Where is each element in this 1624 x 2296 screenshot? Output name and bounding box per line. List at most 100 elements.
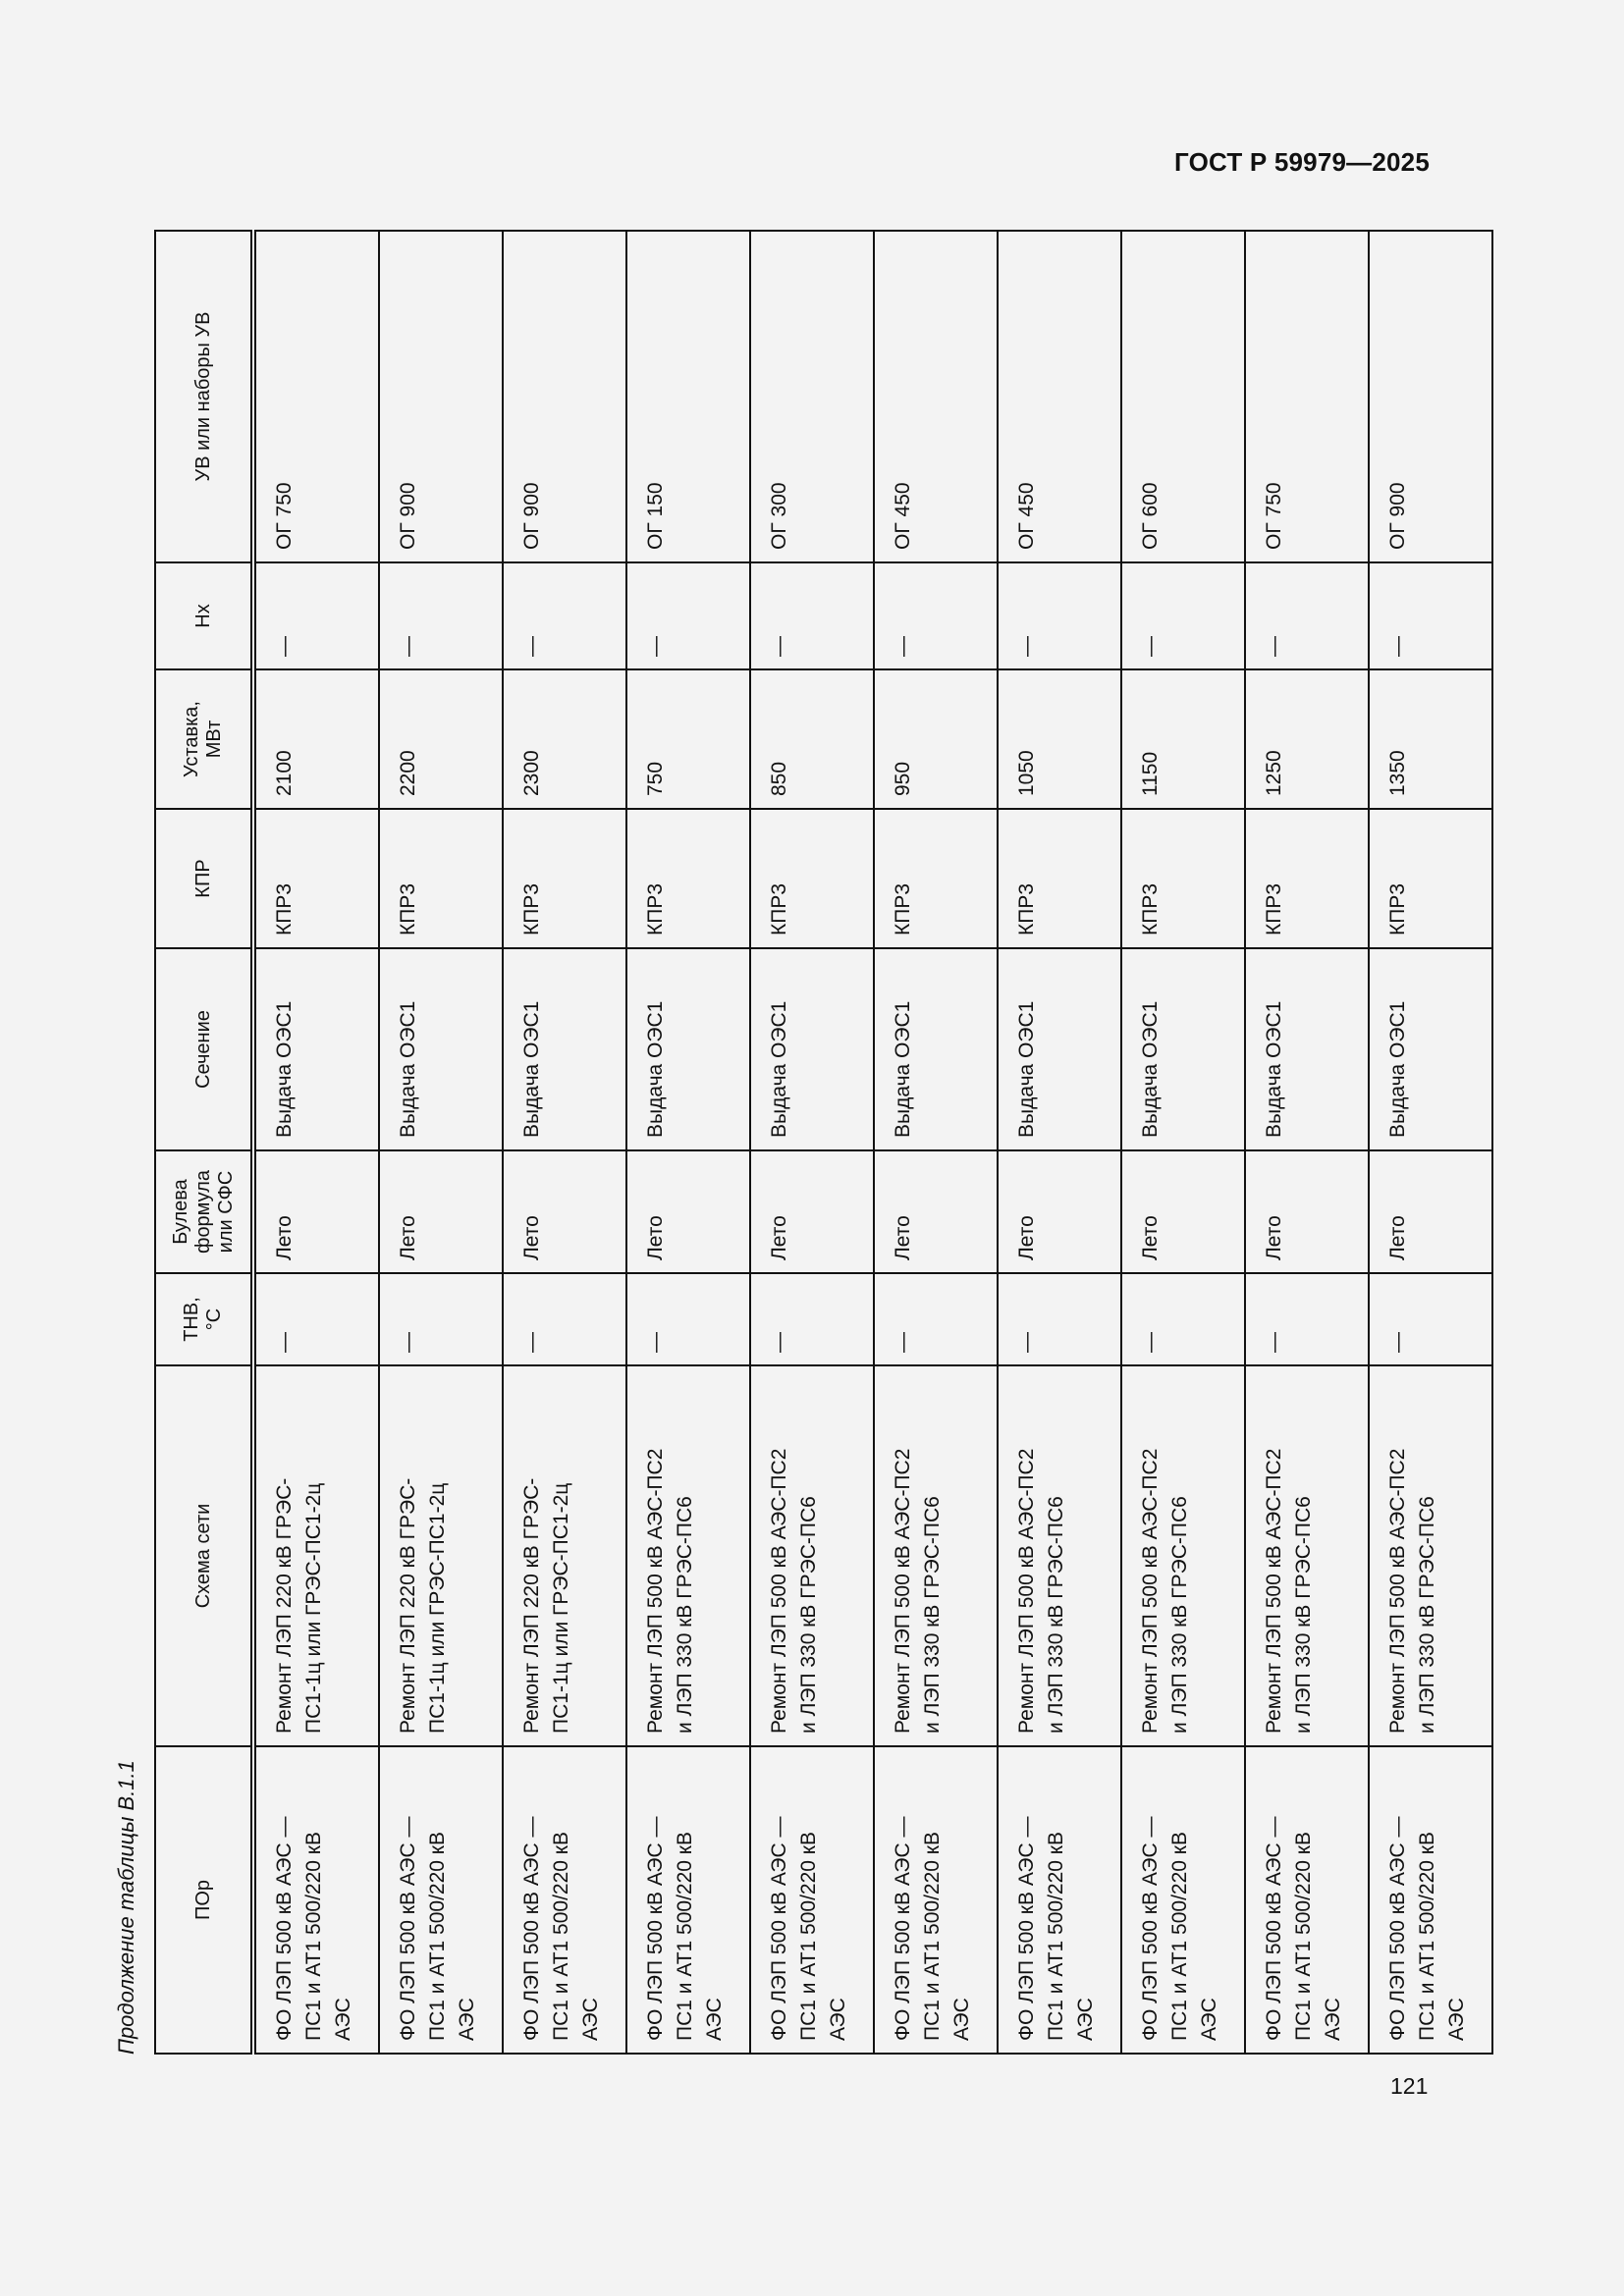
cell-por: ФО ЛЭП 500 кВ АЭС — ПС1 и АТ1 500/220 кВ… (1121, 1746, 1245, 2054)
cell-section: Выдача ОЭС1 (379, 948, 503, 1150)
cell-section: Выдача ОЭС1 (626, 948, 750, 1150)
table-row: ФО ЛЭП 500 кВ АЭС — ПС1 и АТ1 500/220 кВ… (253, 231, 379, 2054)
table-row: ФО ЛЭП 500 кВ АЭС — ПС1 и АТ1 500/220 кВ… (998, 231, 1121, 2054)
table-row: ФО ЛЭП 500 кВ АЭС — ПС1 и АТ1 500/220 кВ… (626, 231, 750, 2054)
cell-kpr: КПР3 (998, 809, 1121, 948)
cell-tnv: — (503, 1273, 626, 1365)
table-container: ПОр Схема сети ТНВ, °С Булева формула или С… (154, 231, 1492, 2055)
cell-tnv: — (1245, 1273, 1369, 1365)
cell-nx: — (998, 562, 1121, 669)
cell-section: Выдача ОЭС1 (750, 948, 874, 1150)
column-header-nx: Нх (155, 562, 253, 669)
cell-boolean-formula: Лето (626, 1150, 750, 1273)
cell-network-scheme: Ремонт ЛЭП 500 кВ АЭС-ПС2 и ЛЭП 330 кВ Г… (1121, 1365, 1245, 1746)
cell-kpr: КПР3 (1121, 809, 1245, 948)
cell-setpoint: 1350 (1369, 669, 1492, 809)
cell-boolean-formula: Лето (253, 1150, 379, 1273)
cell-setpoint: 950 (874, 669, 998, 809)
cell-uv-sets: ОГ 300 (750, 231, 874, 562)
cell-boolean-formula: Лето (1245, 1150, 1369, 1273)
table-row: ФО ЛЭП 500 кВ АЭС — ПС1 и АТ1 500/220 кВ… (874, 231, 998, 2054)
cell-network-scheme: Ремонт ЛЭП 220 кВ ГРЭС- ПС1-1ц или ГРЭС-… (379, 1365, 503, 1746)
cell-uv-sets: ОГ 750 (253, 231, 379, 562)
cell-nx: — (379, 562, 503, 669)
cell-nx: — (874, 562, 998, 669)
cell-uv-sets: ОГ 900 (1369, 231, 1492, 562)
header-row: ПОр Схема сети ТНВ, °С Булева формула или С… (155, 231, 253, 2054)
cell-nx: — (1245, 562, 1369, 669)
cell-tnv: — (379, 1273, 503, 1365)
cell-por: ФО ЛЭП 500 кВ АЭС — ПС1 и АТ1 500/220 кВ… (750, 1746, 874, 2054)
cell-section: Выдача ОЭС1 (874, 948, 998, 1150)
cell-setpoint: 2100 (253, 669, 379, 809)
cell-uv-sets: ОГ 150 (626, 231, 750, 562)
cell-nx: — (253, 562, 379, 669)
document-code: ГОСТ Р 59979—2025 (1174, 147, 1430, 177)
cell-setpoint: 2300 (503, 669, 626, 809)
cell-kpr: КПР3 (253, 809, 379, 948)
cell-nx: — (1121, 562, 1245, 669)
cell-nx: — (626, 562, 750, 669)
cell-nx: — (750, 562, 874, 669)
cell-tnv: — (626, 1273, 750, 1365)
cell-setpoint: 1250 (1245, 669, 1369, 809)
cell-tnv: — (253, 1273, 379, 1365)
cell-network-scheme: Ремонт ЛЭП 500 кВ АЭС-ПС2 и ЛЭП 330 кВ Г… (626, 1365, 750, 1746)
cell-por: ФО ЛЭП 500 кВ АЭС — ПС1 и АТ1 500/220 кВ… (253, 1746, 379, 2054)
cell-network-scheme: Ремонт ЛЭП 220 кВ ГРЭС- ПС1-1ц или ГРЭС-… (253, 1365, 379, 1746)
cell-network-scheme: Ремонт ЛЭП 500 кВ АЭС-ПС2 и ЛЭП 330 кВ Г… (874, 1365, 998, 1746)
column-header-por: ПОр (155, 1746, 253, 2054)
cell-uv-sets: ОГ 750 (1245, 231, 1369, 562)
cell-uv-sets: ОГ 900 (379, 231, 503, 562)
cell-boolean-formula: Лето (998, 1150, 1121, 1273)
cell-tnv: — (998, 1273, 1121, 1365)
cell-setpoint: 1050 (998, 669, 1121, 809)
table-row: ФО ЛЭП 500 кВ АЭС — ПС1 и АТ1 500/220 кВ… (1245, 231, 1369, 2054)
cell-por: ФО ЛЭП 500 кВ АЭС — ПС1 и АТ1 500/220 кВ… (1369, 1746, 1492, 2054)
table-caption: Продолжение таблицы В.1.1 (114, 1760, 138, 2055)
cell-kpr: КПР3 (626, 809, 750, 948)
cell-uv-sets: ОГ 450 (998, 231, 1121, 562)
cell-kpr: КПР3 (1369, 809, 1492, 948)
cell-por: ФО ЛЭП 500 кВ АЭС — ПС1 и АТ1 500/220 кВ… (626, 1746, 750, 2054)
page-number: 121 (1390, 2073, 1429, 2099)
cell-nx: — (503, 562, 626, 669)
cell-boolean-formula: Лето (1121, 1150, 1245, 1273)
cell-tnv: — (1369, 1273, 1492, 1365)
cell-boolean-formula: Лето (874, 1150, 998, 1273)
cell-tnv: — (750, 1273, 874, 1365)
cell-uv-sets: ОГ 600 (1121, 231, 1245, 562)
cell-por: ФО ЛЭП 500 кВ АЭС — ПС1 и АТ1 500/220 кВ… (1245, 1746, 1369, 2054)
cell-uv-sets: ОГ 450 (874, 231, 998, 562)
cell-boolean-formula: Лето (379, 1150, 503, 1273)
cell-setpoint: 2200 (379, 669, 503, 809)
table-row: ФО ЛЭП 500 кВ АЭС — ПС1 и АТ1 500/220 кВ… (750, 231, 874, 2054)
column-header-section: Сечение (155, 948, 253, 1150)
cell-kpr: КПР3 (1245, 809, 1369, 948)
cell-network-scheme: Ремонт ЛЭП 500 кВ АЭС-ПС2 и ЛЭП 330 кВ Г… (750, 1365, 874, 1746)
data-table: ПОр Схема сети ТНВ, °С Булева формула или С… (154, 230, 1493, 2055)
cell-por: ФО ЛЭП 500 кВ АЭС — ПС1 и АТ1 500/220 кВ… (998, 1746, 1121, 2054)
table-row: ФО ЛЭП 500 кВ АЭС — ПС1 и АТ1 500/220 кВ… (1121, 231, 1245, 2054)
cell-network-scheme: Ремонт ЛЭП 500 кВ АЭС-ПС2 и ЛЭП 330 кВ Г… (1245, 1365, 1369, 1746)
cell-kpr: КПР3 (874, 809, 998, 948)
cell-nx: — (1369, 562, 1492, 669)
cell-section: Выдача ОЭС1 (503, 948, 626, 1150)
cell-por: ФО ЛЭП 500 кВ АЭС — ПС1 и АТ1 500/220 кВ… (874, 1746, 998, 2054)
cell-section: Выдача ОЭС1 (1369, 948, 1492, 1150)
cell-kpr: КПР3 (503, 809, 626, 948)
column-header-setpoint: Уставка, МВт (155, 669, 253, 809)
cell-section: Выдача ОЭС1 (1121, 948, 1245, 1150)
cell-network-scheme: Ремонт ЛЭП 500 кВ АЭС-ПС2 и ЛЭП 330 кВ Г… (998, 1365, 1121, 1746)
cell-setpoint: 750 (626, 669, 750, 809)
cell-setpoint: 850 (750, 669, 874, 809)
cell-boolean-formula: Лето (750, 1150, 874, 1273)
cell-por: ФО ЛЭП 500 кВ АЭС — ПС1 и АТ1 500/220 кВ… (379, 1746, 503, 2054)
cell-setpoint: 1150 (1121, 669, 1245, 809)
cell-kpr: КПР3 (750, 809, 874, 948)
cell-tnv: — (874, 1273, 998, 1365)
cell-section: Выдача ОЭС1 (253, 948, 379, 1150)
cell-network-scheme: Ремонт ЛЭП 220 кВ ГРЭС- ПС1-1ц или ГРЭС-… (503, 1365, 626, 1746)
table-row: ФО ЛЭП 500 кВ АЭС — ПС1 и АТ1 500/220 кВ… (379, 231, 503, 2054)
column-header-uv-sets: УВ или наборы УВ (155, 231, 253, 562)
